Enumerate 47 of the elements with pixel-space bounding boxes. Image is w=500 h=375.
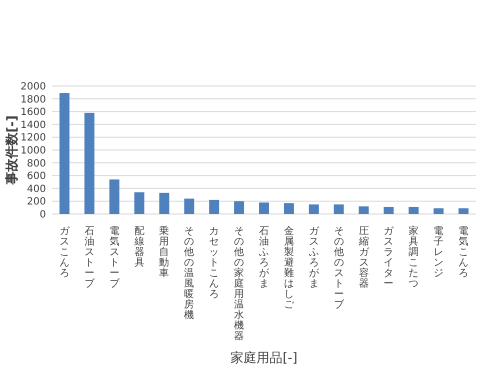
x-tick-label: ガスライター [384, 226, 395, 290]
bar [334, 204, 344, 214]
bar [109, 179, 120, 214]
x-tick-label: ガスふろがま [308, 226, 320, 290]
x-tick-label: 乗用自動車 [159, 225, 170, 279]
y-tick-label: 200 [26, 196, 46, 208]
x-tick-label: 電気こんろ [458, 226, 469, 279]
bar [134, 192, 144, 214]
x-tick-label: ガスこんろ [59, 226, 70, 279]
x-tick-label: 圧縮ガス容器 [358, 226, 370, 290]
x-axis-title: 家庭用品[-] [230, 350, 298, 366]
x-tick-label: 石油ストーブ [84, 226, 96, 290]
category-label: その他の家庭用温水機器 [234, 226, 244, 342]
bar [458, 208, 469, 214]
y-tick-label: 1200 [20, 132, 46, 144]
bar [308, 204, 319, 214]
x-tick-label: 電子レンジ [434, 226, 444, 279]
y-tick-label: 2000 [20, 82, 46, 92]
y-tick-label: 1400 [20, 120, 46, 131]
x-tick-label: 金属製避難はしご [284, 225, 295, 310]
bar [358, 206, 369, 214]
x-tick-label: 石油ふろがま [258, 226, 270, 290]
bar [59, 93, 70, 214]
y-tick-label: 1600 [20, 107, 46, 118]
bar [284, 203, 294, 214]
category-label: その他の温風暖房機 [184, 226, 194, 321]
y-tick-label: 800 [26, 158, 46, 170]
y-tick-label: 400 [26, 184, 46, 195]
x-tick-label: 家具調こたつ [408, 225, 419, 290]
bar [184, 198, 194, 214]
bar [384, 206, 394, 214]
x-tick-label: その他のストーブ [334, 226, 345, 310]
bar [259, 202, 269, 214]
y-tick-label: 1000 [20, 146, 46, 156]
bar [159, 192, 170, 214]
y-tick-label: 1800 [20, 94, 46, 106]
x-tick-label: カセットこんろ [209, 226, 220, 300]
bar [234, 201, 244, 214]
bar [434, 208, 444, 214]
bar [84, 112, 94, 214]
y-axis-title: 事故件数[-] [5, 115, 20, 186]
y-tick-label: 0 [40, 210, 46, 220]
y-tick-label: 600 [26, 171, 46, 182]
bar [408, 206, 419, 214]
x-tick-label: 配線器具 [133, 226, 144, 268]
bar [209, 200, 220, 214]
x-tick-label: 電気ストーブ [109, 226, 120, 290]
